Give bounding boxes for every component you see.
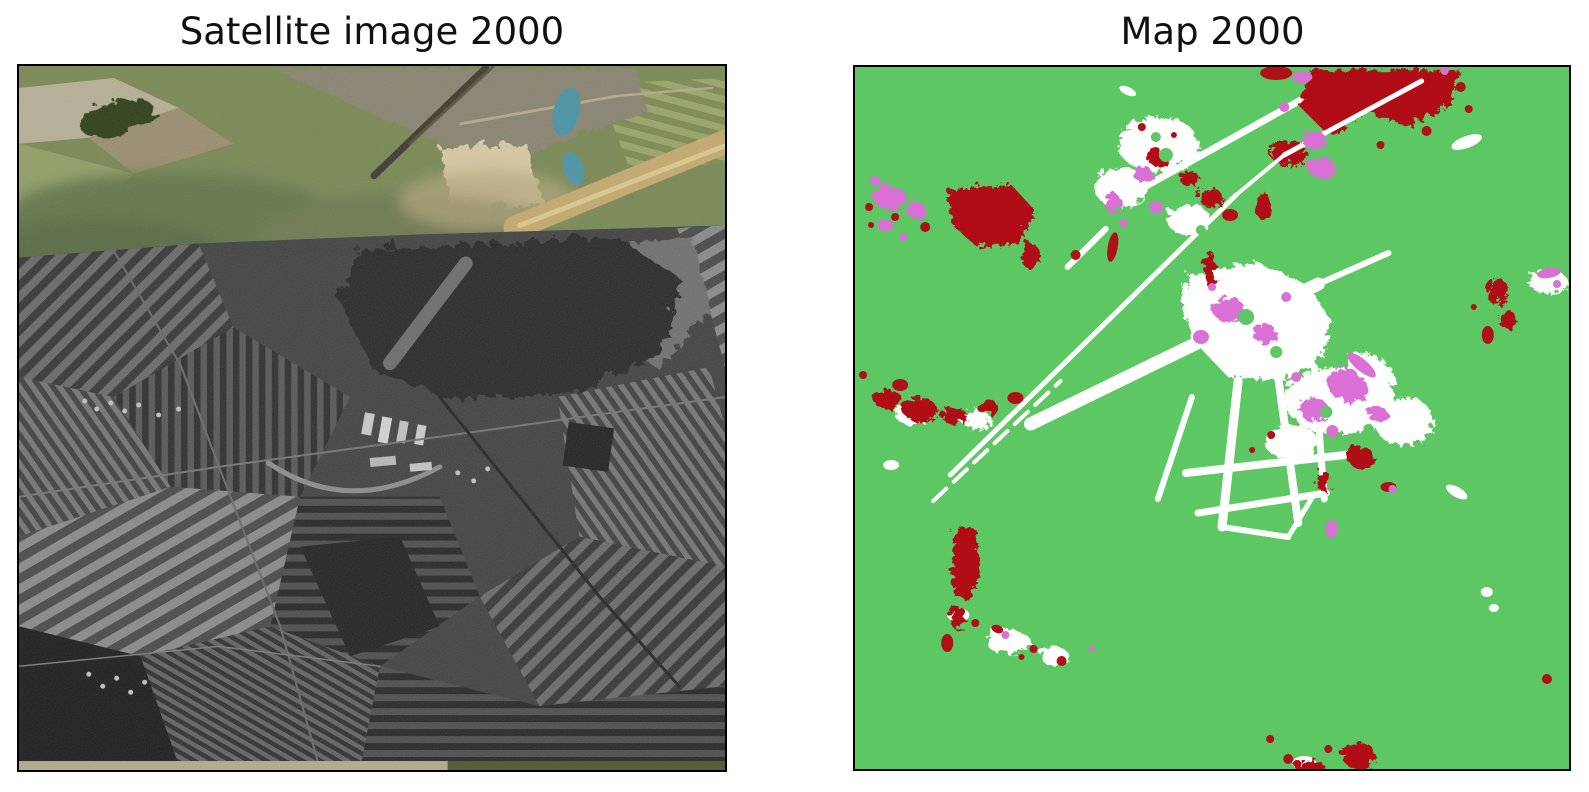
map-panel-title: Map 2000 xyxy=(1120,10,1305,53)
satellite-image-panel xyxy=(17,64,727,772)
landcover-map-panel xyxy=(853,65,1571,771)
satellite-image xyxy=(19,66,725,770)
satellite-panel-title: Satellite image 2000 xyxy=(179,10,565,53)
landcover-map xyxy=(855,67,1569,769)
